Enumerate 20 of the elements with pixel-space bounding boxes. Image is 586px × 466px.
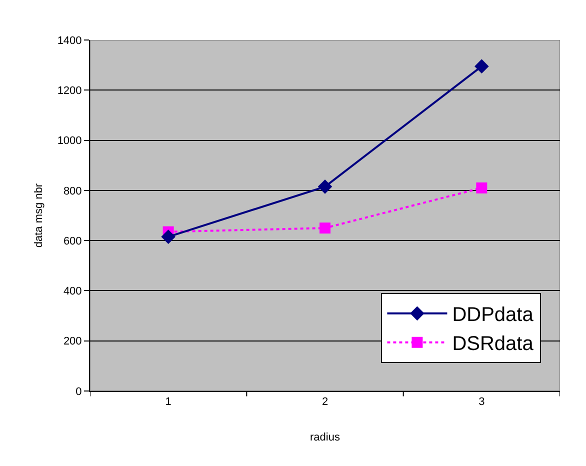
y-tick-label: 200 — [63, 336, 82, 348]
legend-label: DSRdata — [452, 333, 534, 356]
point — [320, 222, 330, 234]
x-tick-label: 3 — [478, 396, 485, 408]
y-tick-label: 1400 — [57, 34, 82, 47]
x-axis-title: radius — [310, 431, 340, 444]
y-tick-label: 800 — [63, 185, 82, 198]
point — [476, 182, 488, 194]
y-tick-label: 400 — [63, 286, 82, 298]
y-tick-label: 1000 — [57, 135, 82, 148]
x-tick-label: 1 — [165, 396, 172, 408]
y-tick-label: 600 — [63, 235, 82, 248]
y-tick-label: 0 — [76, 386, 82, 398]
point — [474, 59, 489, 74]
point — [161, 230, 176, 244]
legend-label: DDPdata — [452, 304, 534, 326]
y-tick-label: 1200 — [57, 84, 82, 97]
y-axis-title: data msg nbr — [32, 183, 45, 248]
x-tick-label: 2 — [322, 396, 328, 408]
point — [318, 180, 332, 194]
